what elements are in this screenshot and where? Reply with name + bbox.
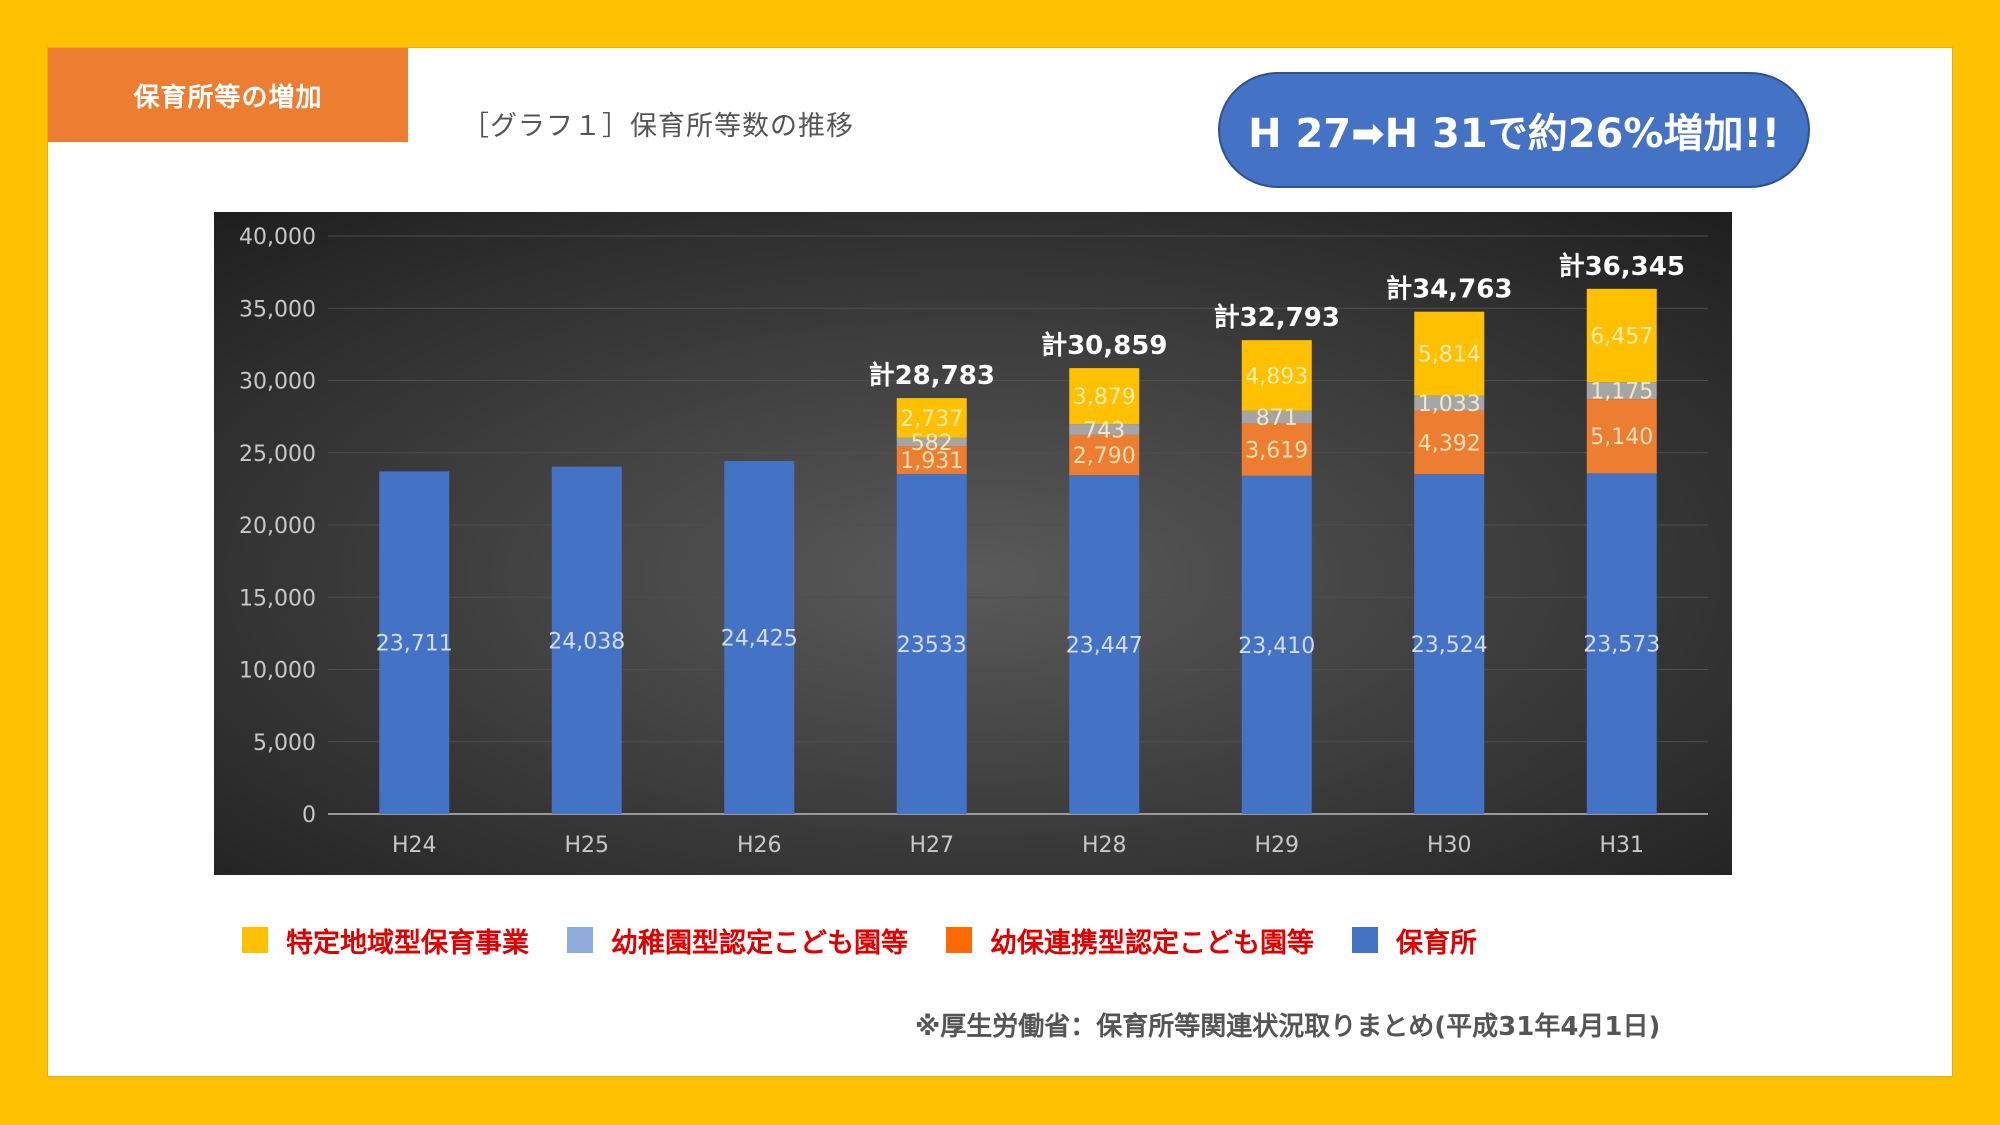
bar-segment: [1586, 288, 1657, 383]
data-label: 4,893: [1245, 364, 1308, 389]
legend-item: 幼保連携型認定こども園等: [946, 921, 1314, 960]
legend-swatch: [242, 927, 268, 953]
bar-segment: [379, 471, 450, 814]
data-label: 1,033: [1418, 392, 1481, 417]
bar-segment: [896, 398, 967, 438]
data-label: 1,175: [1590, 380, 1653, 405]
bar-segment: [1241, 475, 1312, 814]
data-label: 3,879: [1073, 385, 1136, 410]
total-label: 計34,763: [1386, 274, 1512, 305]
bar-segment: [1069, 368, 1140, 425]
legend-swatch: [946, 927, 972, 953]
total-label: 計30,859: [1041, 330, 1167, 361]
y-tick-label: 40,000: [239, 225, 316, 250]
data-label: 23,447: [1066, 634, 1143, 659]
data-label: 24,038: [548, 629, 625, 654]
data-label: 871: [1256, 406, 1298, 431]
legend-label: 特定地域型保育事業: [286, 927, 529, 959]
data-label: 23,524: [1411, 633, 1488, 658]
bar-segment: [1414, 311, 1485, 396]
data-label: 3,619: [1245, 439, 1308, 464]
x-tick-label: H26: [737, 833, 782, 858]
y-tick-label: 15,000: [239, 586, 316, 611]
legend-item: 幼稚園型認定こども園等: [567, 921, 908, 960]
data-label: 23,573: [1583, 633, 1660, 658]
bar-segment: [1414, 474, 1485, 814]
total-label: 計32,793: [1214, 302, 1340, 333]
bar-segment: [724, 461, 795, 814]
bar-segment: [1241, 410, 1312, 424]
bar-segment: [1069, 475, 1140, 814]
data-label: 2,737: [900, 407, 963, 432]
legend-label: 幼稚園型認定こども園等: [611, 927, 908, 959]
data-label: 23533: [897, 633, 967, 658]
bar-segment: [1586, 473, 1657, 814]
bar-segment: [896, 473, 967, 814]
bar-segment: [551, 466, 622, 814]
data-label: 1,931: [900, 449, 963, 474]
bar-segment: [1241, 423, 1312, 476]
graph-title: ［グラフ１］保育所等数の推移: [462, 111, 854, 142]
bar-segment: [1069, 434, 1140, 476]
x-tick-label: H27: [909, 833, 954, 858]
x-tick-label: H25: [564, 833, 609, 858]
y-tick-label: 10,000: [239, 659, 316, 684]
bar-segment: [896, 446, 967, 474]
source-note: ※厚生労働省：保育所等関連状況取りまとめ(平成31年4月1日): [915, 1012, 1661, 1042]
data-label: 23,410: [1238, 634, 1315, 659]
x-tick-label: H30: [1427, 833, 1472, 858]
bar-segment: [896, 437, 967, 447]
legend-swatch: [1352, 927, 1378, 953]
legend-item: 保育所: [1352, 921, 1477, 960]
bar-segment: [1414, 395, 1485, 411]
bar-segment: [1241, 340, 1312, 411]
y-tick-label: 20,000: [239, 514, 316, 539]
data-label: 582: [911, 431, 953, 456]
data-label: 4,392: [1418, 431, 1481, 456]
data-label: 743: [1083, 419, 1125, 444]
bar-segment: [1414, 410, 1485, 475]
y-tick-label: 0: [302, 803, 316, 828]
y-tick-label: 25,000: [239, 442, 316, 467]
callout-pill: H 27➡H 31で約26%増加!!: [1218, 72, 1810, 188]
chart-container: 0 5,000 10,000 15,000 20,000 25,000 30,000 35,0…: [214, 212, 1732, 875]
data-label: 24,425: [721, 627, 798, 652]
legend-swatch: [567, 927, 593, 953]
data-label: 5,140: [1590, 425, 1653, 450]
data-label: 23,711: [376, 632, 453, 657]
stacked-bar-chart: 0 5,000 10,000 15,000 20,000 25,000 30,000 35,0…: [214, 212, 1732, 875]
y-tick-label: 35,000: [239, 297, 316, 322]
bar-segment: [1069, 424, 1140, 435]
data-label: 2,790: [1073, 444, 1136, 469]
legend-label: 保育所: [1396, 927, 1477, 959]
x-tick-label: H31: [1599, 833, 1644, 858]
data-label: 6,457: [1590, 324, 1653, 349]
total-label: 計28,783: [869, 360, 995, 391]
y-tick-label: 5,000: [253, 731, 316, 756]
x-tick-label: H28: [1082, 833, 1127, 858]
x-tick-label: H29: [1254, 833, 1299, 858]
chart-legend: 特定地域型保育事業 幼稚園型認定こども園等 幼保連携型認定こども園等 保育所: [242, 918, 1642, 962]
bar-segment: [1586, 399, 1657, 474]
x-tick-label: H24: [392, 833, 437, 858]
total-label: 計36,345: [1559, 251, 1685, 282]
y-tick-label: 30,000: [239, 370, 316, 395]
legend-item: 特定地域型保育事業: [242, 921, 529, 960]
bar-segment: [1586, 382, 1657, 400]
section-tag: 保育所等の増加: [48, 48, 408, 142]
data-label: 5,814: [1418, 343, 1481, 368]
legend-label: 幼保連携型認定こども園等: [990, 927, 1314, 959]
